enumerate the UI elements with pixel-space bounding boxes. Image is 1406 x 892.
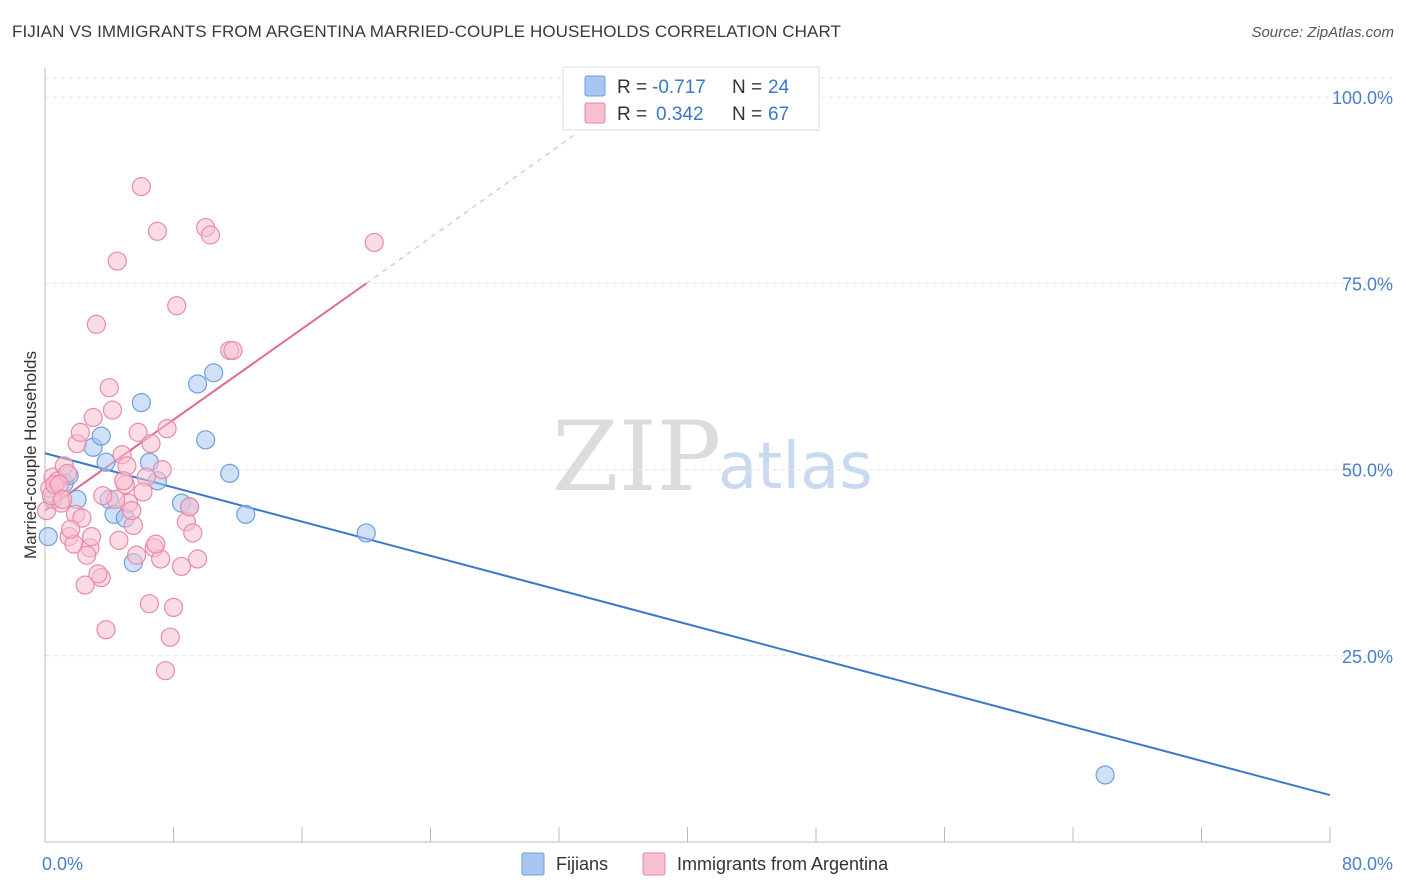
trend-line-series-0 — [44, 452, 1331, 797]
point-series-1-40 — [200, 225, 221, 245]
y-tick-labels: 25.0% 50.0% 75.0% 100.0% — [1332, 88, 1393, 667]
point-series-1-15 — [96, 620, 116, 640]
point-series-1-54 — [133, 482, 153, 502]
point-series-1-49 — [88, 564, 108, 584]
point-series-1-17 — [102, 400, 123, 420]
trend-line-series-1 — [44, 282, 367, 512]
trend-lines — [44, 133, 1331, 797]
point-series-0-21 — [356, 523, 376, 543]
point-series-1-55 — [141, 433, 161, 454]
legend-r-value-fijians: -0.717 — [652, 77, 706, 98]
legend-r-value-argentina: 0.342 — [656, 104, 704, 125]
legend-r-label-fijians: R = — [617, 77, 647, 98]
x-tick-label-max: 80.0% — [1342, 854, 1393, 874]
point-series-1-31 — [160, 627, 180, 647]
legend-n-label-fijians: N = — [732, 77, 762, 98]
point-series-1-9 — [70, 422, 90, 442]
point-series-1-24 — [131, 177, 151, 197]
point-series-0-11 — [131, 392, 151, 413]
point-series-1-51 — [109, 530, 129, 550]
legend-n-value-argentina: 67 — [768, 104, 789, 125]
point-series-1-16 — [99, 378, 119, 398]
x-tick-label-min: 0.0% — [42, 854, 83, 874]
point-series-1-18 — [107, 251, 127, 271]
legend-box — [562, 66, 820, 131]
point-series-1-58 — [114, 471, 134, 491]
trend-line-dashed-series-1 — [365, 133, 576, 284]
point-series-0-0 — [38, 527, 58, 547]
legend-swatch-argentina — [584, 102, 606, 124]
bottom-legend: Fijians Immigrants from Argentina — [521, 852, 889, 876]
bottom-legend-swatch-argentina — [642, 852, 666, 876]
y-tick-label-50: 50.0% — [1342, 461, 1393, 481]
legend: R = -0.717 N = 24 R = 0.342 N = 67 — [562, 66, 820, 131]
point-series-1-61 — [81, 527, 102, 547]
data-points — [37, 177, 1115, 785]
point-series-1-63 — [146, 534, 166, 554]
point-series-1-66 — [157, 419, 177, 439]
watermark: ZIP atlas — [552, 401, 873, 513]
point-series-1-28 — [147, 221, 168, 241]
y-tick-label-75: 75.0% — [1342, 274, 1393, 294]
legend-n-value-fijians: 24 — [768, 77, 790, 98]
watermark-zip: ZIP — [552, 401, 721, 513]
bottom-legend-label-fijians: Fijians — [556, 854, 608, 874]
bottom-legend-swatch-fijians — [521, 852, 545, 876]
chart-title: FIJIAN VS IMMIGRANTS FROM ARGENTINA MARR… — [12, 22, 842, 41]
point-series-1-48 — [77, 545, 97, 565]
legend-swatch-fijians — [584, 75, 606, 97]
point-series-1-12 — [83, 407, 103, 428]
point-series-0-16 — [187, 374, 208, 394]
point-series-0-17 — [196, 430, 216, 450]
point-series-1-34 — [171, 556, 192, 577]
point-series-1-13 — [86, 314, 107, 334]
y-tick-label-100: 100.0% — [1332, 88, 1393, 108]
point-series-1-30 — [155, 661, 176, 681]
point-series-1-32 — [163, 597, 184, 618]
chart-source: Source: ZipAtlas.com — [1251, 24, 1394, 41]
point-series-1-60 — [61, 519, 81, 539]
point-series-1-64 — [126, 545, 147, 565]
point-series-1-56 — [152, 460, 172, 480]
y-tick-label-25: 25.0% — [1342, 647, 1393, 667]
point-series-0-19 — [220, 463, 240, 483]
watermark-atlas: atlas — [718, 430, 873, 504]
legend-n-label-argentina: N = — [732, 104, 762, 125]
point-series-1-53 — [122, 500, 142, 521]
point-series-1-36 — [179, 497, 200, 517]
point-series-1-57 — [364, 232, 384, 253]
point-series-0-5 — [91, 426, 111, 446]
point-series-1-26 — [139, 594, 160, 614]
point-series-0-20 — [236, 504, 256, 524]
point-series-1-65 — [53, 489, 73, 510]
point-series-0-6 — [96, 452, 116, 472]
point-series-0-22 — [1095, 765, 1115, 785]
point-series-0-18 — [204, 363, 224, 383]
point-series-1-23 — [128, 422, 148, 442]
point-series-1-62 — [93, 486, 113, 506]
point-series-1-33 — [167, 296, 187, 316]
point-series-1-10 — [75, 575, 95, 595]
axes — [44, 68, 1331, 843]
point-series-1-42 — [223, 340, 243, 361]
point-series-1-37 — [183, 523, 203, 543]
bottom-legend-label-argentina: Immigrants from Argentina — [677, 854, 889, 874]
y-axis-title: Married-couple Households — [21, 351, 40, 559]
legend-r-label-argentina: R = — [617, 104, 647, 125]
point-series-1-38 — [187, 549, 208, 569]
